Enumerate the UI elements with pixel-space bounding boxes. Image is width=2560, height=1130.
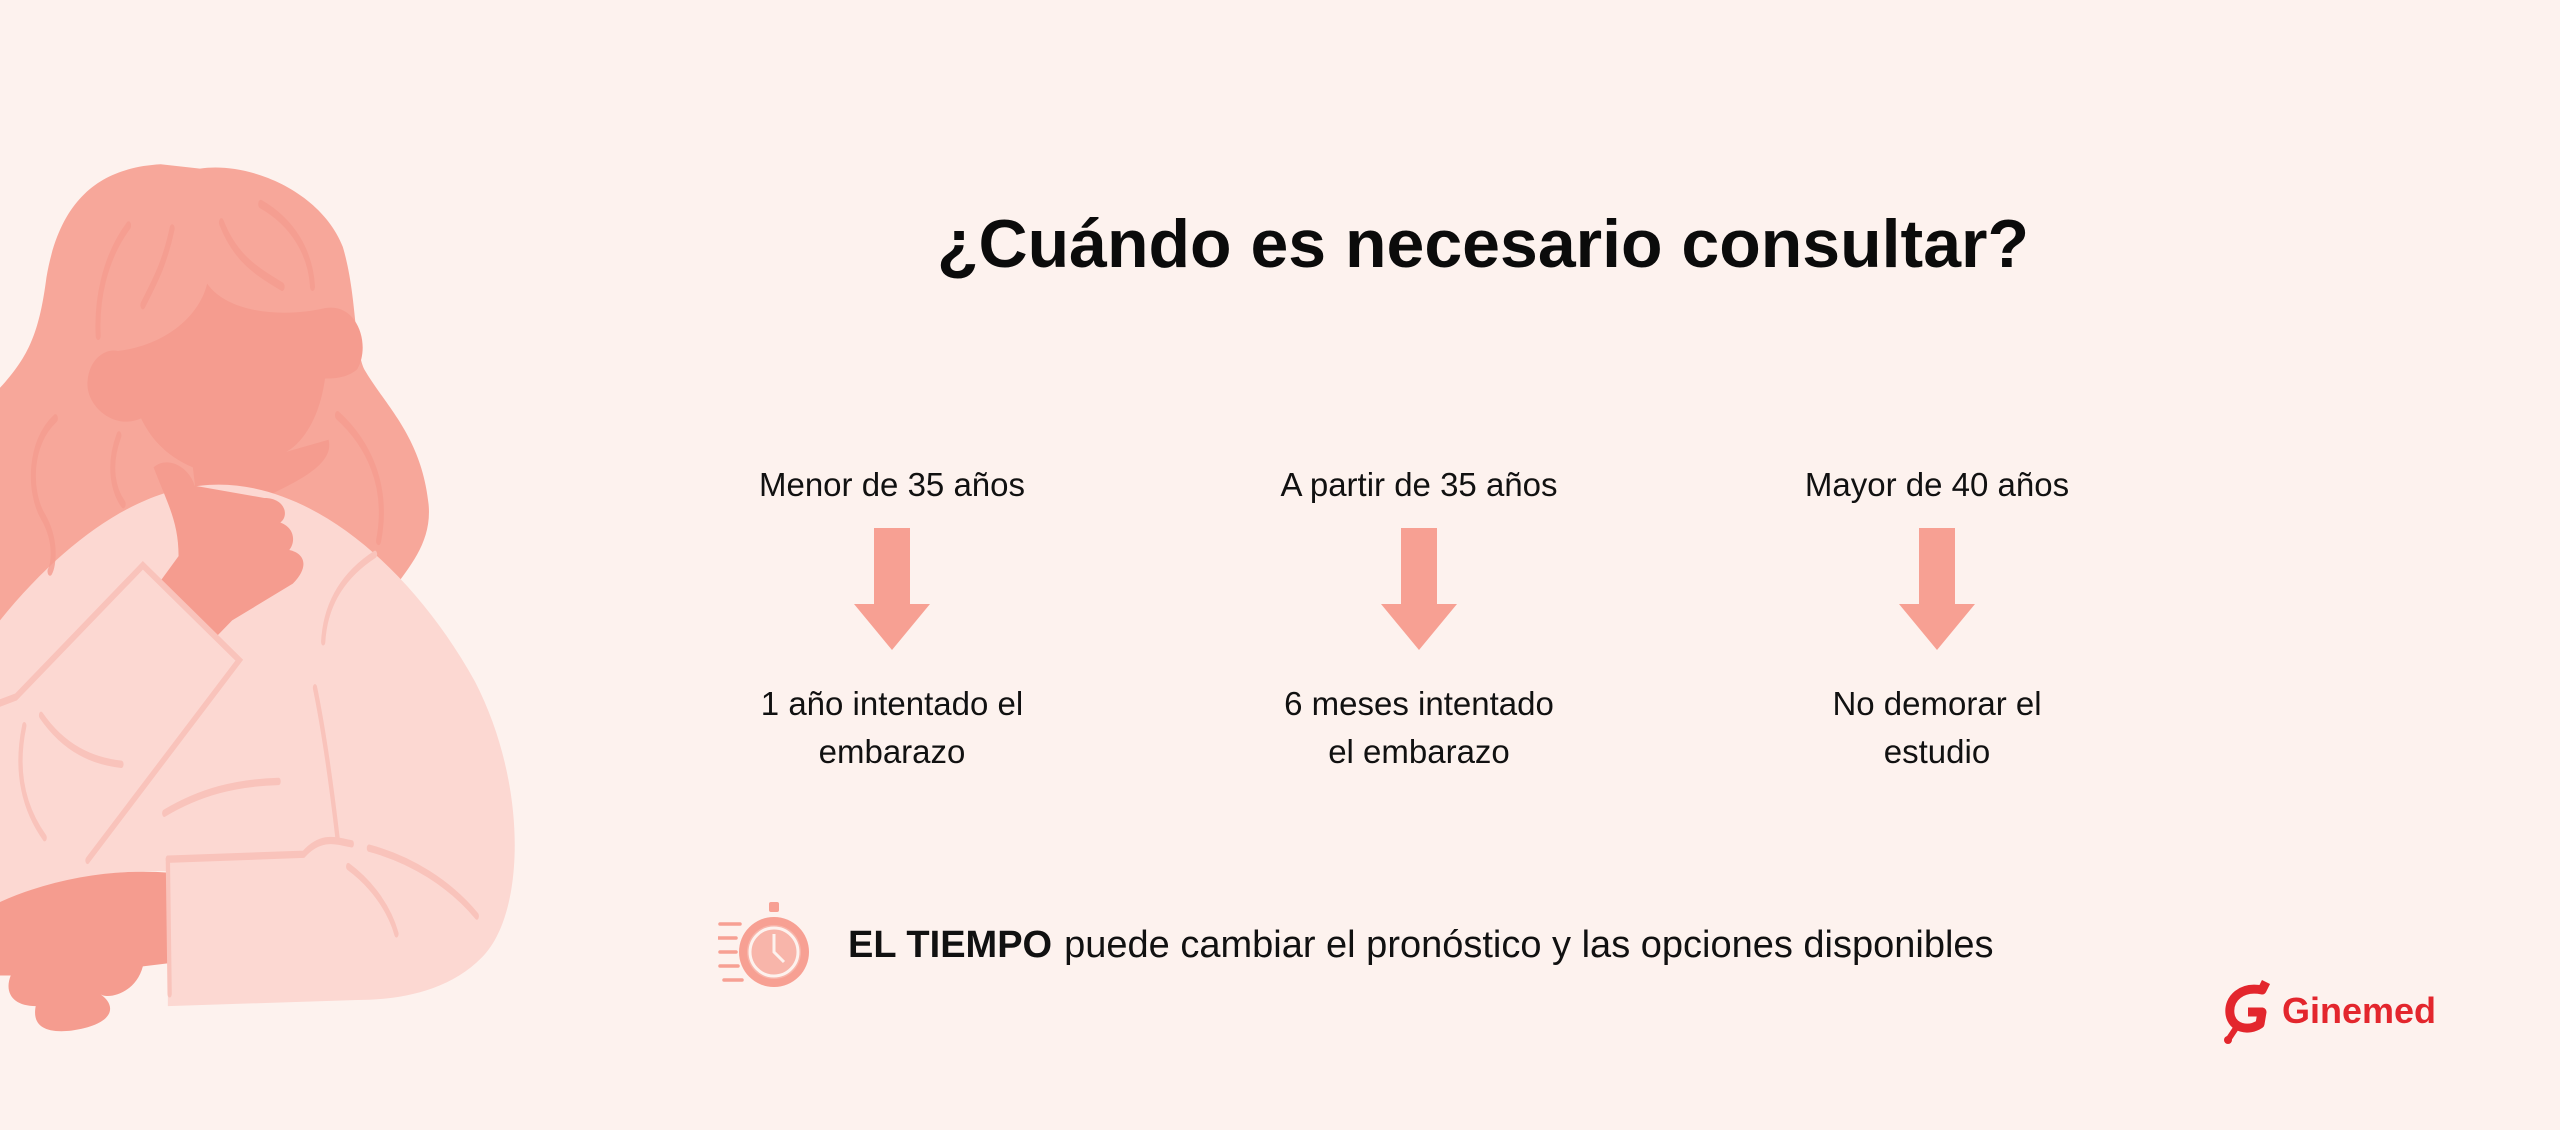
recommendation-line: embarazo [818, 733, 966, 770]
arrow-down-icon [1899, 528, 1975, 650]
recommendation-line: 1 año intentado el [760, 685, 1024, 722]
recommendation-line: estudio [1883, 733, 1991, 770]
page-title: ¿Cuándo es necesario consultar? [936, 206, 2030, 282]
ginemed-logo-icon [2224, 979, 2271, 1044]
recommendation-line: el embarazo [1328, 733, 1510, 770]
recommendation-line: No demorar el [1832, 685, 2042, 722]
age-column-35-plus: A partir de 35 años 6 meses intentado el… [1159, 460, 1679, 776]
arrow-down-icon [854, 528, 930, 650]
note-emphasis: EL TIEMPO [848, 923, 1053, 966]
arrow-down-icon [1381, 528, 1457, 650]
woman-illustration [0, 164, 515, 1032]
age-label: A partir de 35 años [1280, 466, 1558, 503]
recommendation-line: 6 meses intentado [1284, 685, 1554, 722]
logo-text: Ginemed [2282, 990, 2437, 1031]
age-label: Menor de 35 años [758, 466, 1025, 503]
age-label: Mayor de 40 años [1804, 466, 2070, 503]
ginemed-logo: Ginemed [2222, 978, 2436, 1044]
note-text: puede cambiar el pronóstico y las opcion… [1064, 923, 1994, 966]
age-column-under-35: Menor de 35 años 1 año intentado el emba… [632, 460, 1152, 776]
time-note: EL TIEMPO puede cambiar el pronóstico y … [718, 900, 1994, 990]
stopwatch-icon [718, 902, 809, 987]
age-column-over-40: Mayor de 40 años No demorar el estudio [1677, 460, 2197, 776]
